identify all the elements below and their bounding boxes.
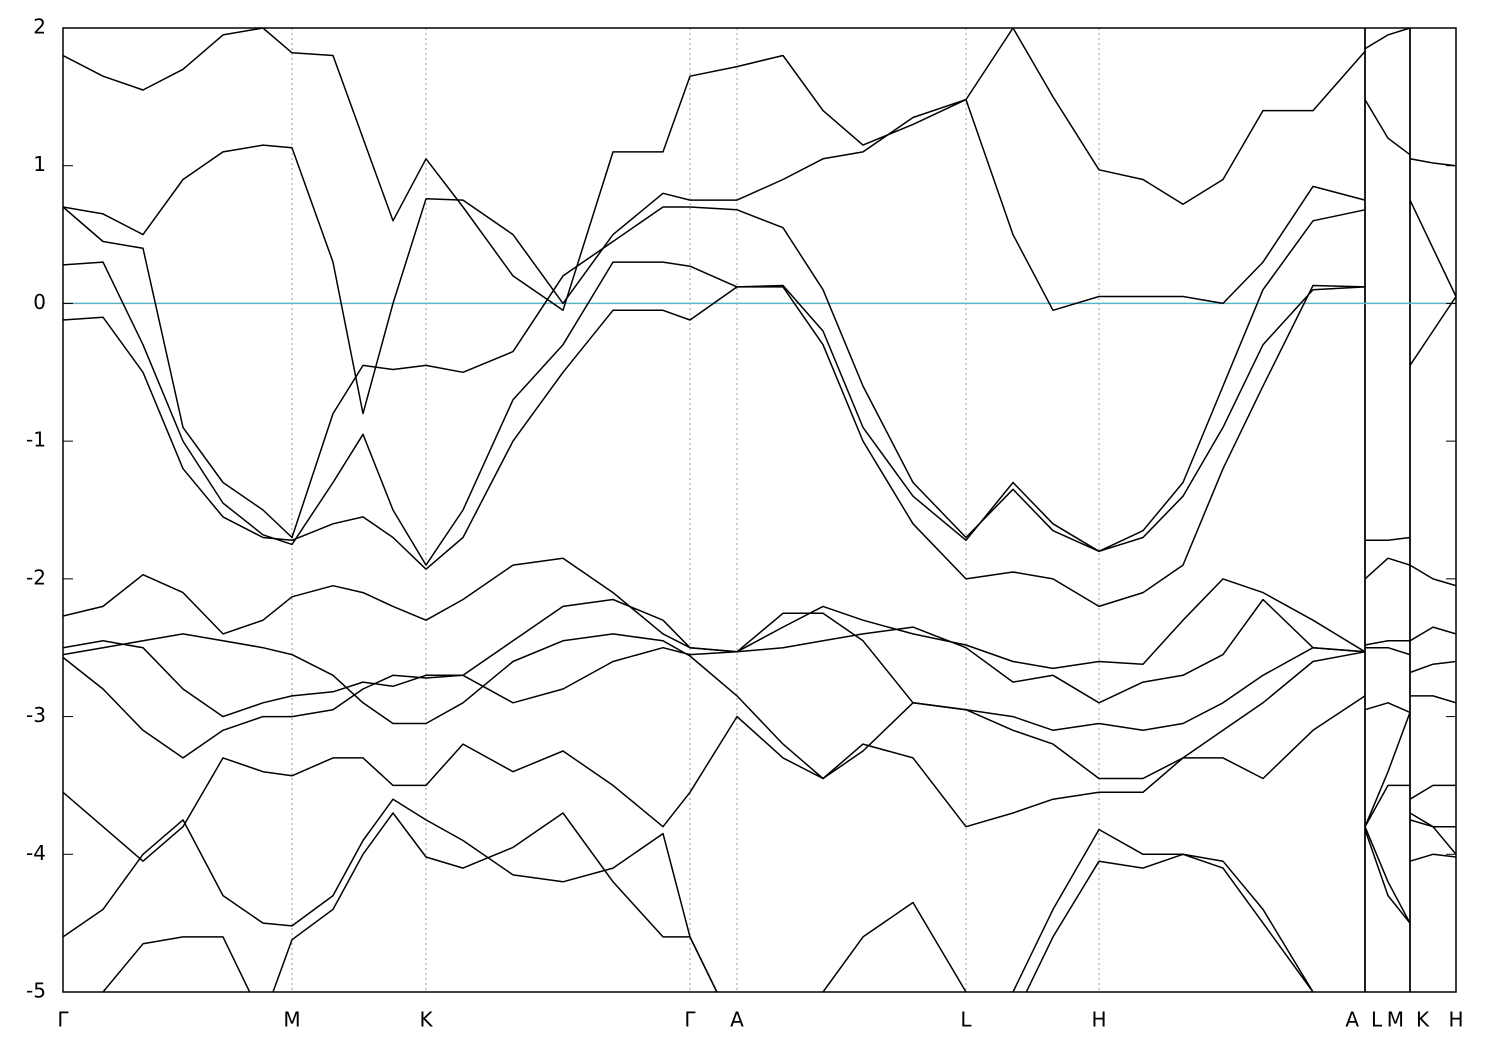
x-tick-label: A bbox=[1345, 1008, 1359, 1032]
x-tick-label: M bbox=[283, 1008, 300, 1032]
y-tick-label: 0 bbox=[33, 290, 46, 314]
x-tick-label: A bbox=[730, 1008, 744, 1032]
band bbox=[63, 598, 1456, 718]
band bbox=[63, 99, 1456, 553]
plot-frame bbox=[62, 27, 1457, 993]
y-tick-label: -3 bbox=[26, 703, 46, 727]
x-tick-label: Γ bbox=[57, 1008, 69, 1032]
y-tick-label: 2 bbox=[33, 15, 46, 39]
band bbox=[63, 98, 1456, 656]
x-tick-label: K bbox=[419, 1008, 433, 1032]
plot-area bbox=[63, 28, 1456, 992]
x-tick-label: Γ bbox=[684, 1008, 696, 1032]
grid bbox=[62, 28, 1457, 992]
band bbox=[63, 633, 1456, 828]
y-tick-label: -2 bbox=[26, 565, 46, 589]
band bbox=[63, 28, 1456, 642]
y-tick-label: -4 bbox=[26, 841, 46, 865]
x-tick-label: L bbox=[1371, 1008, 1383, 1032]
x-tick-label: H bbox=[1448, 1008, 1463, 1032]
band bbox=[63, 612, 1456, 924]
x-tick-label: H bbox=[1091, 1008, 1106, 1032]
band bbox=[63, 651, 1456, 924]
y-tick-label: 1 bbox=[33, 152, 46, 176]
x-tick-label: L bbox=[960, 1008, 972, 1032]
band bbox=[63, 712, 1456, 992]
y-tick-label: -5 bbox=[26, 979, 46, 1003]
x-tick-label: K bbox=[1416, 1008, 1430, 1032]
y-tick-label: -1 bbox=[26, 428, 46, 452]
band bbox=[101, 812, 1315, 992]
x-tick-label: M bbox=[1387, 1008, 1404, 1032]
band bbox=[63, 557, 1456, 674]
band bbox=[63, 284, 1456, 608]
band bbox=[63, 199, 1456, 566]
